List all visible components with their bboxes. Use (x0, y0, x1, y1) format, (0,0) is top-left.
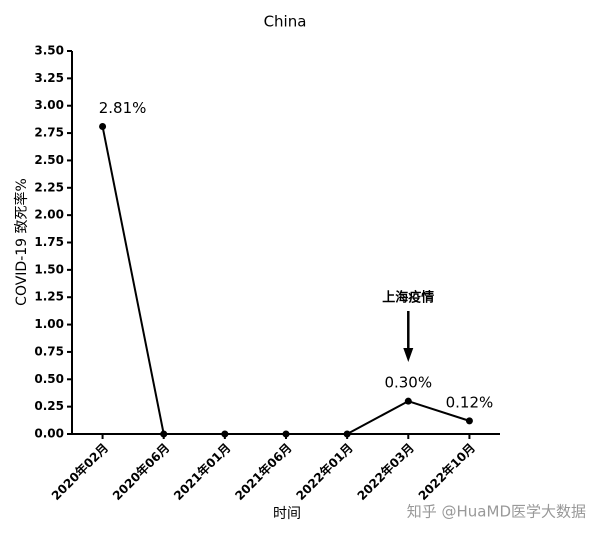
y-axis-label: COVID-19 致死率% (13, 178, 30, 306)
annotation: 上海疫情 (382, 290, 434, 306)
y-tick-label: 0.75 (34, 344, 64, 358)
point (282, 430, 290, 438)
data-label: 0.30% (384, 374, 432, 392)
x-tick-label: 2022年10月 (415, 440, 478, 503)
annotation-arrowhead (403, 348, 414, 362)
data-label: 2.81% (99, 99, 147, 117)
y-tick-label: 1.25 (34, 290, 64, 304)
y-tick-label: 3.00 (34, 98, 64, 112)
data-label: 0.12% (446, 393, 494, 411)
y-tick-label: 2.25 (34, 180, 64, 194)
x-tick-label: 2020年06月 (109, 440, 172, 503)
x-tick-label: 2021年01月 (170, 440, 233, 503)
y-tick-label: 3.50 (34, 44, 64, 58)
y-tick-label: 1.75 (34, 235, 64, 249)
x-tick-label: 2022年01月 (293, 440, 356, 503)
chart-title: China (264, 13, 307, 31)
point (465, 417, 473, 425)
x-tick-label: 2020年02月 (48, 440, 111, 503)
x-axis-label: 时间 (273, 506, 301, 522)
watermark: 知乎 @HuaMD医学大数据 (407, 503, 586, 521)
y-tick-label: 0.50 (34, 372, 64, 386)
y-tick-label: 0.25 (34, 399, 64, 413)
x-tick-label: 2021年06月 (232, 440, 295, 503)
point (160, 430, 168, 438)
y-tick-label: 0.00 (34, 427, 64, 441)
y-tick-label: 3.25 (34, 71, 64, 85)
y-tick-label: 1.50 (34, 262, 64, 276)
y-tick-label: 1.00 (34, 317, 64, 331)
y-tick-label: 2.50 (34, 153, 64, 167)
x-tick-label: 2022年03月 (354, 440, 417, 503)
point (99, 123, 107, 131)
y-tick-label: 2.00 (34, 208, 64, 222)
point (404, 397, 412, 405)
point (221, 430, 229, 438)
point (343, 430, 351, 438)
y-tick-label: 2.75 (34, 126, 64, 140)
